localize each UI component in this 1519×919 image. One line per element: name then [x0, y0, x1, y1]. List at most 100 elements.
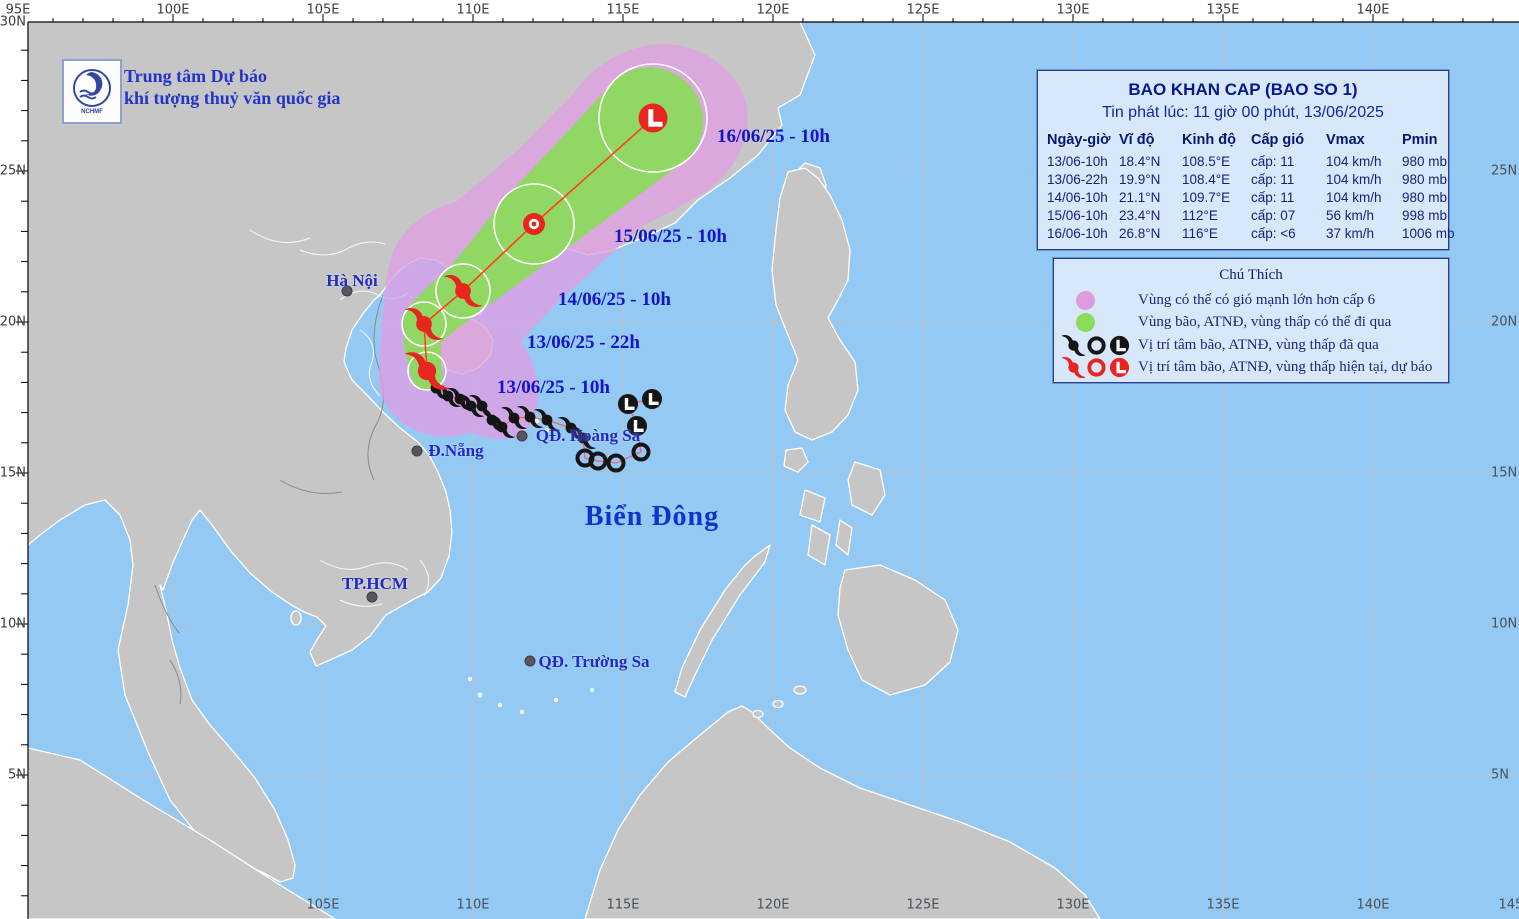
island-samar — [847, 461, 886, 516]
bulletin-cell: 116°E — [1182, 225, 1218, 241]
legend-label: Vị trí tâm bão, ATNĐ, vùng thấp hiện tại… — [1138, 359, 1433, 375]
uncertainty-circle — [493, 183, 575, 265]
bulletin-cell: 19.9°N — [1119, 171, 1161, 187]
legend-item: Vị trí tâm bão, ATNĐ, vùng thấp đã qua — [1062, 334, 1442, 356]
storm-bulletin-panel: BAO KHAN CAP (BAO SO 1) Tin phát lúc: 11… — [1037, 70, 1455, 250]
track-date-label: 13/06/25 - 10h — [497, 377, 610, 398]
bulletin-cell: 112°E — [1182, 207, 1218, 223]
forecast-depression-icon — [523, 213, 545, 235]
axis-label-bottom: 125E — [906, 897, 940, 913]
axis-label-top: 100E — [156, 2, 190, 18]
bulletin-cell: 104 km/h — [1326, 171, 1382, 187]
ring-icon — [1087, 358, 1106, 377]
agency-name-line2: khí tượng thuỷ văn quốc gia — [124, 88, 341, 108]
bulletin-title: BAO KHAN CAP (BAO SO 1) — [1128, 80, 1358, 99]
axis-label-right: 10N — [1491, 616, 1518, 632]
bulletin-cell: cấp: 11 — [1251, 153, 1295, 169]
past-low-icon — [618, 394, 638, 414]
track-date-label: 16/06/25 - 10h — [717, 126, 830, 147]
bulletin-cell: 13/06-10h — [1047, 153, 1108, 169]
place-label: QĐ. Hoàng Sa — [535, 426, 641, 445]
axis-label-bottom: 110E — [456, 897, 490, 913]
legend-symbols — [1062, 313, 1138, 332]
bulletin-cell: 108.5°E — [1182, 153, 1231, 169]
place-label: Hà Nội — [326, 271, 378, 290]
track-date-label: 14/06/25 - 10h — [558, 289, 671, 310]
axis-label-right: 5N — [1491, 767, 1509, 783]
bulletin-cell: 998 mb — [1402, 207, 1448, 223]
island-panay — [799, 489, 826, 523]
axis-label-top: 95E — [5, 2, 31, 18]
column-header: Cấp gió — [1251, 132, 1305, 148]
L-icon — [1109, 335, 1130, 355]
bulletin-cell: 14/06-10h — [1047, 189, 1108, 205]
axis-label-right: 20N — [1491, 314, 1518, 330]
pink-disc-swatch — [1076, 290, 1095, 310]
bulletin-cell: 980 mb — [1402, 153, 1448, 169]
axis-label-left: 30N — [0, 14, 26, 30]
green-disc-swatch — [1076, 313, 1095, 332]
island-borneo — [584, 705, 1101, 919]
bulletin-cell: 980 mb — [1402, 171, 1448, 187]
track-date-label: 13/06/25 - 22h — [527, 332, 640, 353]
bulletin-table-header: Ngày-giờ Vĩ độ Kinh độ Cấp gió Vmax Pmin — [1047, 131, 1444, 149]
axis-label-bottom: 115E — [606, 897, 640, 913]
place-label: Đ.Nẵng — [428, 441, 484, 460]
island-negros — [807, 524, 831, 566]
bulletin-cell: 18.4°N — [1119, 153, 1161, 169]
axis-label-top: 125E — [906, 2, 940, 18]
city-dot — [366, 591, 378, 603]
bulletin-cell: 980 mb — [1402, 189, 1448, 205]
track-markers — [404, 103, 668, 473]
legend-item: Vùng có thể có gió mạnh lớn hơn cấp 6 — [1062, 289, 1442, 311]
island-mindoro — [783, 447, 809, 473]
legend-title: Chú Thích — [1219, 267, 1283, 283]
column-header: Kinh độ — [1182, 132, 1236, 148]
column-header: Vĩ độ — [1119, 132, 1155, 148]
axis-label-bottom: 135E — [1206, 897, 1240, 913]
axis-label-bottom: 140E — [1356, 897, 1390, 913]
legend-label: Vùng bão, ATNĐ, vùng thấp có thể đi qua — [1138, 314, 1392, 330]
axis-label-bottom: 145E — [1498, 897, 1519, 913]
uncertainty-circle — [598, 63, 708, 173]
island-sumatra — [27, 747, 336, 919]
column-header: Pmin — [1402, 132, 1438, 148]
bulletin-cell: 15/06-10h — [1047, 207, 1108, 223]
bulletin-cell: 16/06-10h — [1047, 225, 1108, 241]
bulletin-cell: cấp: 11 — [1251, 189, 1295, 205]
bulletin-row: 13/06-22h 19.9°N 108.4°E cấp: 11 104 km/h 980… — [1047, 170, 1447, 188]
axis-label-left: 5N — [8, 767, 26, 783]
axis-label-top: 140E — [1356, 2, 1390, 18]
axis-label-top: 130E — [1056, 2, 1090, 18]
past-low-icon — [642, 389, 662, 409]
bulletin-cell: 26.8°N — [1119, 225, 1161, 241]
bulletin-cell: 104 km/h — [1326, 153, 1382, 169]
ring-icon — [1087, 335, 1106, 355]
storm-icon — [1062, 334, 1085, 356]
bulletin-row: 16/06-10h 26.8°N 116°E cấp: <6 37 km/h 1006 m… — [1047, 224, 1455, 242]
island-sulu-3 — [752, 709, 764, 719]
axis-label-right: 25N — [1491, 163, 1518, 179]
place-label: TP.HCM — [342, 574, 408, 593]
axis-label-bottom: 105E — [306, 897, 340, 913]
column-header: Vmax — [1326, 132, 1365, 148]
bulletin-cell: cấp: 11 — [1251, 171, 1295, 187]
legend-label: Vùng có thể có gió mạnh lớn hơn cấp 6 — [1138, 291, 1376, 308]
island-cebu — [835, 519, 853, 556]
uncertainty-circle — [401, 301, 447, 347]
column-header: Ngày-giờ — [1047, 132, 1111, 148]
agency-logo: NCHMF — [62, 59, 122, 124]
uncertainty-circle — [407, 351, 447, 391]
axis-label-top: 135E — [1206, 2, 1240, 18]
forecast-low-icon — [638, 103, 668, 133]
axis-label-left: 25N — [0, 163, 26, 179]
legend-item: Vùng bão, ATNĐ, vùng thấp có thể đi qua — [1062, 312, 1442, 334]
island-sulu-1 — [793, 685, 807, 695]
axis-label-top: 110E — [456, 2, 490, 18]
city-dot — [516, 430, 528, 442]
bulletin-cell: 109.7°E — [1182, 189, 1231, 205]
axis-label-left: 20N — [0, 314, 26, 330]
bulletin-table-rows: 13/06-10h 18.4°N 108.5°E cấp: 11 104 km/h 980… — [1047, 152, 1455, 242]
place-label: QĐ. Trường Sa — [538, 652, 650, 671]
